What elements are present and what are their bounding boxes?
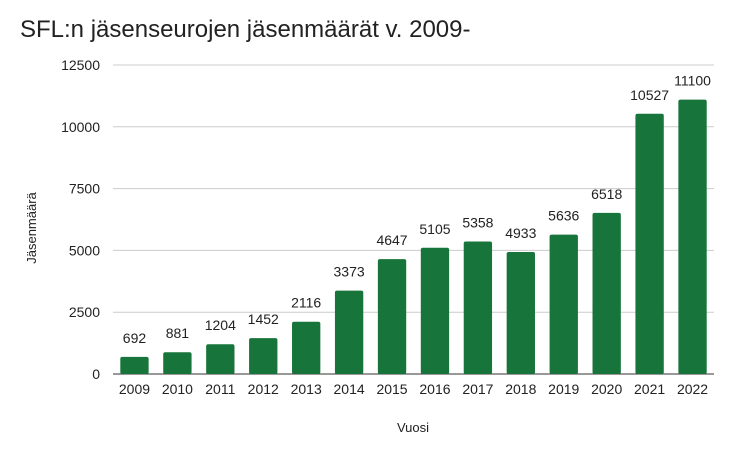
data-label-2016: 5105 (419, 221, 450, 237)
bar-2021 (635, 113, 664, 375)
x-tick-label-2020: 2020 (591, 381, 622, 397)
y-tick-label: 5000 (69, 242, 100, 258)
data-label-2018: 4933 (505, 225, 536, 241)
y-tick-label: 0 (92, 366, 100, 382)
x-tick-label-2011: 2011 (205, 381, 235, 397)
bar-2009 (120, 356, 149, 374)
data-labels: 692 881 1204 1452 2116 3373 4647 5105 5358 4933 56… (123, 73, 711, 346)
y-tick-label: 2500 (69, 304, 100, 320)
x-tick-label-2010: 2010 (162, 381, 193, 397)
x-tick-labels: 2009 2010 2011 2012 2013 2014 2015 2016 2017 2018… (119, 381, 708, 397)
x-tick-label-2022: 2022 (677, 381, 708, 397)
x-tick-label-2014: 2014 (334, 381, 365, 397)
x-tick-label-2018: 2018 (505, 381, 536, 397)
data-label-2010: 881 (166, 325, 190, 341)
bars (120, 99, 707, 375)
bar-2015 (377, 259, 407, 374)
bar-2022 (678, 99, 707, 374)
y-tick-label: 10000 (61, 119, 100, 135)
data-label-2015: 4647 (376, 232, 407, 248)
data-label-2014: 3373 (334, 264, 365, 280)
bar-2019 (549, 234, 578, 374)
data-label-2020: 6518 (591, 186, 622, 202)
bar-2018 (506, 252, 535, 374)
x-tick-label-2015: 2015 (376, 381, 407, 397)
y-axis-label: Jäsenmäärä (24, 191, 39, 263)
y-tick-labels: 0 2500 5000 7500 10000 12500 (61, 57, 100, 382)
data-label-2017: 5358 (462, 215, 493, 231)
chart-title: SFL:n jäsenseurojen jäsenmäärät v. 2009- (20, 16, 471, 43)
bar-2014 (334, 290, 364, 374)
data-label-2021: 10527 (630, 87, 669, 103)
data-label-2009: 692 (123, 330, 147, 346)
data-label-2022: 11100 (674, 73, 711, 89)
x-tick-label-2013: 2013 (291, 381, 322, 397)
bar-2017 (463, 241, 493, 374)
bar-2011 (206, 344, 235, 374)
bar-2010 (163, 352, 192, 374)
bar-2012 (249, 338, 278, 374)
data-label-2013: 2116 (291, 295, 321, 311)
x-tick-label-2017: 2017 (462, 381, 493, 397)
bar-2020 (592, 212, 621, 374)
data-label-2012: 1452 (248, 311, 279, 327)
y-tick-label: 12500 (61, 57, 100, 73)
x-tick-label-2009: 2009 (119, 381, 150, 397)
data-label-2011: 1204 (205, 317, 236, 333)
data-label-2019: 5636 (548, 208, 579, 224)
bar-2013 (292, 321, 321, 374)
x-tick-label-2021: 2021 (634, 381, 665, 397)
x-tick-label-2019: 2019 (548, 381, 579, 397)
gridlines (113, 64, 714, 375)
x-tick-label-2016: 2016 (419, 381, 450, 397)
bar-2016 (420, 247, 450, 374)
x-axis-label: Vuosi (397, 420, 429, 435)
x-tick-label-2012: 2012 (248, 381, 279, 397)
y-tick-label: 7500 (69, 181, 100, 197)
